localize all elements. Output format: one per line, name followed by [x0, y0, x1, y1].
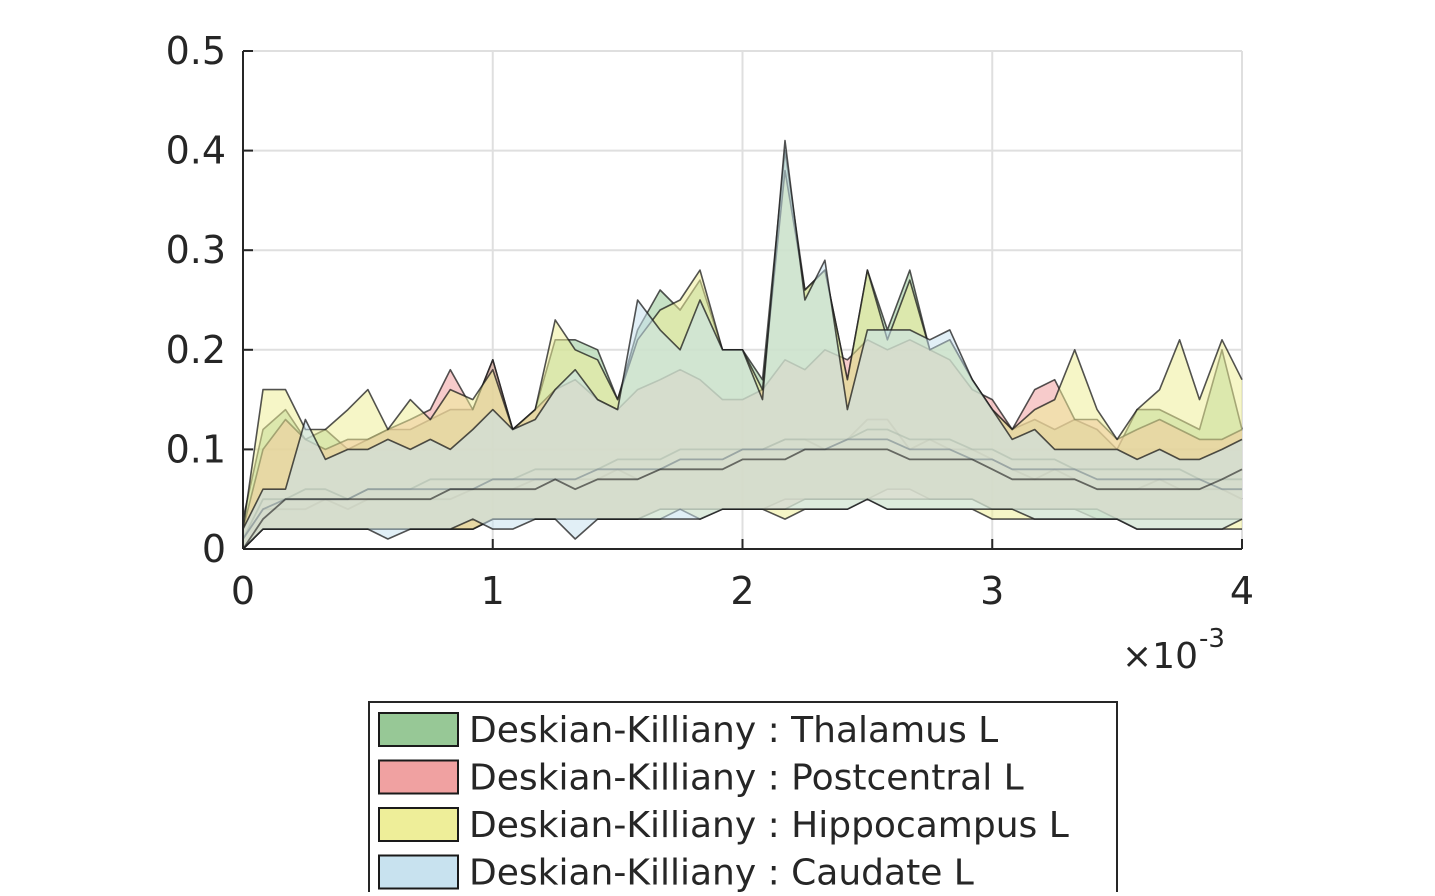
x-tick-label: 1 [481, 569, 505, 613]
legend-label: Deskian-Killiany : Hippocampus L [469, 805, 1069, 846]
x-tick-label: 3 [980, 569, 1004, 613]
y-tick-label: 0 [202, 527, 226, 571]
legend-item: Deskian-Killiany : Hippocampus L [378, 805, 1069, 846]
x-tick-label: 2 [730, 569, 754, 613]
series-mean-line [242, 448, 1243, 550]
series-band [243, 140, 1242, 549]
legend-item: Deskian-Killiany : Postcentral L [378, 758, 1024, 799]
series-layer [242, 139, 1243, 550]
legend-item: Deskian-Killiany : Caudate L [378, 853, 974, 894]
y-tick-label: 0.3 [166, 228, 226, 272]
legend: Deskian-Killiany : Thalamus L Deskian-Kil… [368, 701, 1118, 896]
legend-label: Deskian-Killiany : Thalamus L [469, 710, 998, 751]
series-bound-line [242, 139, 1243, 530]
legend-label: Deskian-Killiany : Postcentral L [469, 758, 1024, 799]
series-bound-line [242, 498, 1243, 550]
y-tick-label: 0.4 [166, 129, 226, 173]
legend-swatch [378, 854, 459, 890]
x-exponent-label: ×10 -3 [1122, 624, 1225, 677]
x-tick-label: 4 [1230, 569, 1254, 613]
legend-swatch [378, 807, 459, 842]
legend-swatch [378, 712, 459, 747]
x-tick-label: 0 [231, 569, 255, 613]
x-exponent-power: -3 [1199, 624, 1225, 654]
series-group [242, 139, 1243, 550]
y-tick-label: 0.1 [166, 427, 226, 471]
x-exponent-base: ×10 [1122, 636, 1198, 677]
legend-swatch [378, 759, 459, 795]
tick-labels: 0 1 2 3 4 0 0.1 0.2 0.3 0.4 0.5 [166, 29, 1255, 613]
legend-box [368, 701, 1118, 896]
y-tick-label: 0.2 [166, 328, 226, 372]
axes [242, 50, 1243, 550]
y-tick-label: 0.5 [166, 29, 226, 73]
legend-item: Deskian-Killiany : Thalamus L [378, 710, 998, 751]
legend-label: Deskian-Killiany : Caudate L [469, 853, 974, 893]
